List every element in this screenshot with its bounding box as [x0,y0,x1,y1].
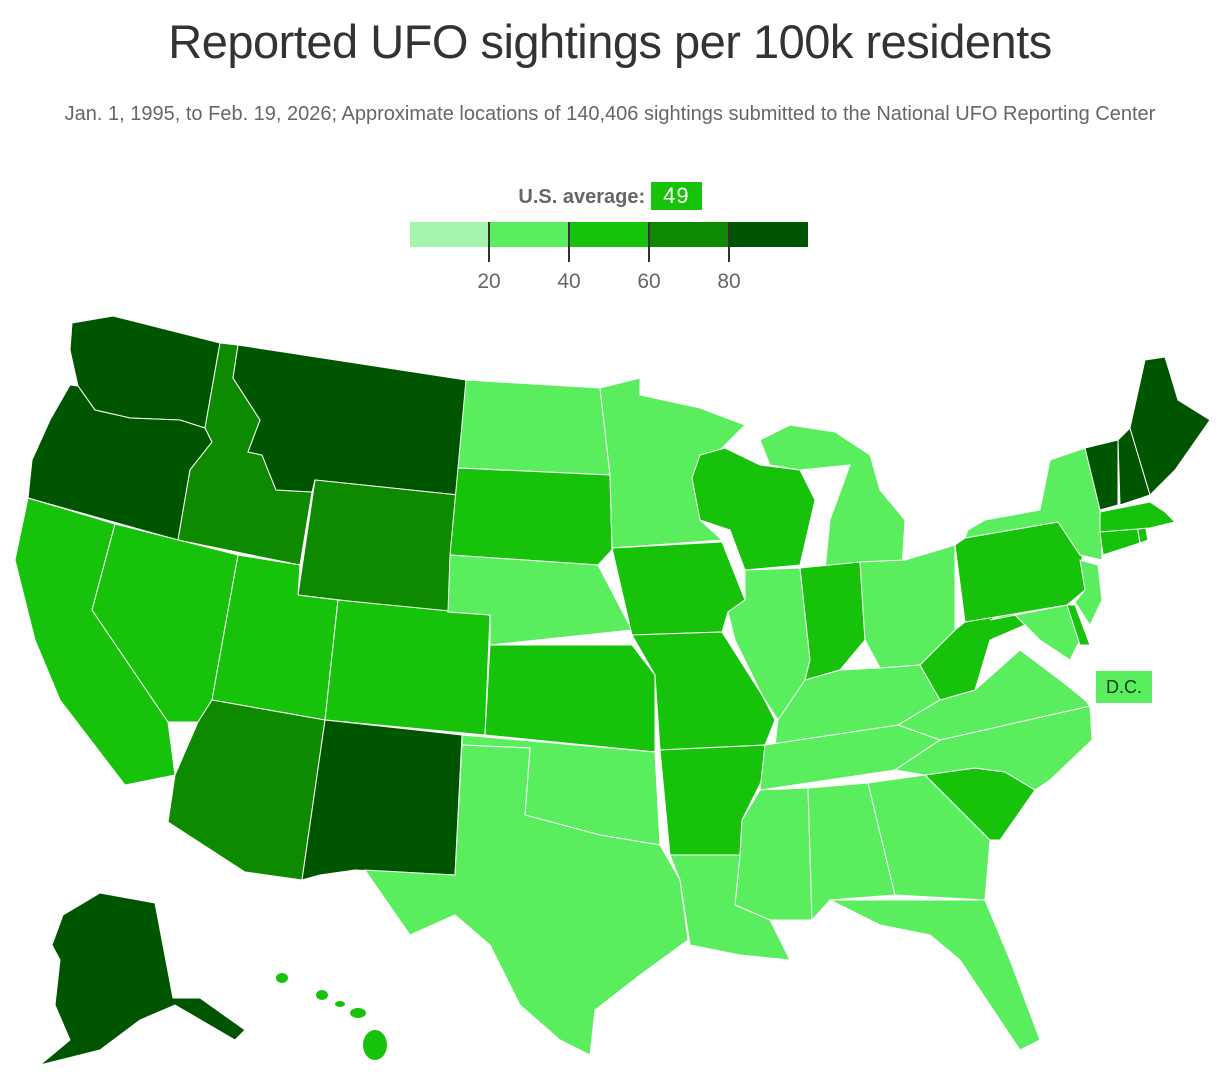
state-de[interactable] [1066,604,1091,646]
legend-bin-2 [489,222,570,247]
state-ia[interactable] [611,541,746,636]
legend-bin-5 [728,222,808,247]
chart-title: Reported UFO sightings per 100k resident… [168,15,1052,68]
state-wy[interactable] [297,479,459,614]
state-wi[interactable] [691,447,816,571]
state-hi[interactable] [276,973,387,1060]
legend-tick [568,222,570,262]
state-al[interactable] [807,782,896,922]
state-nj[interactable] [1074,559,1103,627]
state-az[interactable] [167,699,326,881]
state-ak[interactable] [39,892,246,1066]
state-sd[interactable] [449,467,613,566]
legend-bin-3 [569,222,649,247]
dc-label: D.C. [1096,671,1152,703]
legend-bin-4 [648,222,729,247]
legend-tick [648,222,650,262]
state-la[interactable] [669,854,791,961]
legend-tick-label: 80 [717,270,741,293]
legend-tick-label: 40 [557,270,581,293]
state-ga[interactable] [867,774,991,901]
state-in[interactable] [799,561,866,681]
color-legend [410,222,808,247]
legend-bin-1 [410,222,490,247]
us-average-badge: 49 [651,182,702,210]
state-ks[interactable] [484,644,656,753]
legend-tick-label: 20 [477,270,501,293]
state-ma[interactable] [1099,501,1176,533]
legend-tick-label: 60 [637,270,661,293]
state-mo[interactable] [631,631,776,751]
state-vt[interactable] [1084,439,1119,511]
state-co[interactable] [324,599,491,736]
us-average: U.S. average: 49 [0,182,1220,210]
state-nd[interactable] [457,379,611,476]
state-fl[interactable] [829,899,1041,1051]
state-me[interactable] [1129,356,1211,496]
us-average-label: U.S. average: [518,186,646,208]
legend-tick [488,222,490,262]
state-nm[interactable] [301,719,463,881]
legend-tick [728,222,730,262]
chart-subtitle: Jan. 1, 1995, to Feb. 19, 2026; Approxim… [64,103,1156,125]
state-tx[interactable] [364,744,689,1056]
